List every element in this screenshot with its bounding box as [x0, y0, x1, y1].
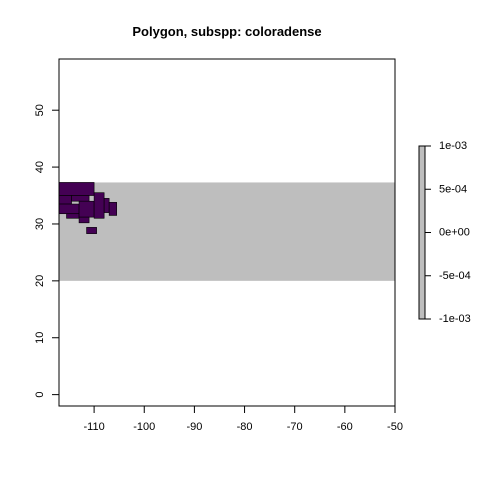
polygon-cell	[93, 192, 105, 219]
polygon-cell	[78, 216, 90, 224]
x-axis: -110 -100 -90 -80 -70 -60 -50	[84, 405, 403, 433]
polygon-layer	[58, 182, 117, 234]
x-tick-label: -70	[287, 421, 303, 433]
legend-tick-label: 0e+00	[439, 227, 470, 239]
y-tick-label: 30	[34, 218, 46, 230]
x-tick-label: -60	[337, 421, 353, 433]
raster-layer	[59, 182, 395, 281]
legend-tick-label: 5e-04	[439, 183, 467, 195]
legend-tick-label: -5e-04	[439, 270, 471, 282]
chart-title: Polygon, subspp: coloradense	[132, 24, 321, 39]
polygon-cell	[58, 195, 72, 205]
legend-tick-label: -1e-03	[439, 313, 471, 325]
polygon-cell	[66, 213, 80, 219]
polygon-cell	[103, 198, 110, 213]
y-tick-label: 0	[34, 392, 46, 398]
y-tick-label: 40	[34, 161, 46, 173]
x-tick-label: -110	[84, 421, 105, 433]
polygon-cell	[78, 200, 95, 218]
x-tick-label: -80	[237, 421, 253, 433]
polygon-cell	[71, 195, 90, 202]
legend: 1e-03 5e-04 0e+00 -5e-04 -1e-03	[418, 140, 471, 325]
x-tick-label: -100	[133, 421, 155, 433]
raster-band	[59, 182, 395, 281]
legend-colorbar	[418, 145, 426, 320]
y-tick-label: 50	[34, 104, 46, 116]
polygon-cell	[86, 227, 97, 234]
polygon-cell	[108, 202, 117, 216]
polygon-cell	[58, 203, 80, 215]
y-axis: 0 10 20 30 40 50	[34, 104, 60, 398]
polygon-cell	[58, 182, 95, 196]
y-tick-label: 10	[34, 332, 46, 344]
y-tick-label: 20	[34, 275, 46, 287]
x-tick-label: -90	[186, 421, 202, 433]
x-tick-label: -50	[387, 421, 403, 433]
legend-tick-label: 1e-03	[439, 140, 467, 152]
